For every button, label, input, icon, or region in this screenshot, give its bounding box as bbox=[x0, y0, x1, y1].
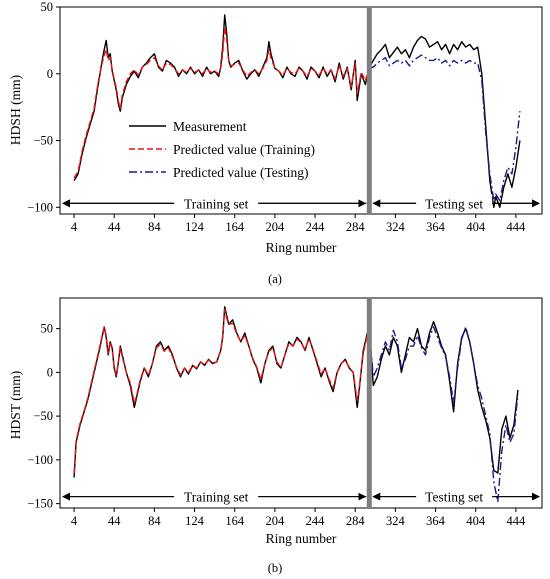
x-tick-label: 44 bbox=[108, 220, 121, 234]
legend-label-testing: Predicted value (Testing) bbox=[173, 165, 309, 180]
series-group-a bbox=[73, 14, 521, 208]
plot-frame-a bbox=[59, 6, 543, 215]
set-arrows-a: Training set Testing set bbox=[62, 194, 540, 212]
x-ticks-b: 4 44 84 124 164 204 244 284 324 364 404 444 bbox=[71, 508, 526, 528]
training-set-label: Training set bbox=[184, 490, 249, 505]
plot-frame-b bbox=[59, 297, 543, 509]
training-label-bg bbox=[174, 487, 259, 505]
x-tick-label: 404 bbox=[466, 220, 486, 234]
x-tick-label: 84 bbox=[148, 220, 161, 234]
y-axis-label-a: HDSH (mm) bbox=[8, 75, 23, 145]
legend-label-measurement: Measurement bbox=[173, 119, 247, 134]
set-arrows-b: Training set Testing set bbox=[62, 487, 540, 505]
y-tick-label: −100 bbox=[27, 453, 53, 467]
x-tick-label: 284 bbox=[346, 514, 366, 528]
y-ticks-a: −100 −50 0 50 bbox=[27, 0, 60, 214]
training-label-bg bbox=[174, 194, 259, 212]
legend: Measurement Predicted value (Training) P… bbox=[129, 119, 315, 180]
y-ticks-b: −150 −100 −50 0 50 bbox=[27, 322, 60, 511]
panel-caption-b: (b) bbox=[268, 561, 283, 575]
panel-b: Training set Testing set 4 44 84 124 164 204 24… bbox=[8, 297, 543, 575]
x-tick-label: 84 bbox=[148, 514, 161, 528]
series-line-predicted-value-training bbox=[73, 26, 370, 179]
y-tick-label: −50 bbox=[33, 134, 53, 148]
testing-set-label: Testing set bbox=[425, 196, 483, 211]
y-tick-label: 50 bbox=[41, 0, 54, 14]
x-tick-label: 164 bbox=[225, 220, 245, 234]
x-tick-label: 364 bbox=[426, 514, 446, 528]
x-tick-label: 124 bbox=[185, 514, 205, 528]
x-tick-label: 204 bbox=[266, 220, 286, 234]
training-set-label: Training set bbox=[184, 196, 249, 211]
series-line-predicted-value-testing bbox=[369, 54, 521, 202]
x-tick-label: 4 bbox=[71, 514, 78, 528]
x-tick-label: 164 bbox=[225, 514, 245, 528]
y-tick-label: −150 bbox=[27, 497, 53, 511]
x-tick-label: 124 bbox=[185, 220, 205, 234]
x-tick-label: 204 bbox=[266, 514, 286, 528]
x-tick-label: 4 bbox=[71, 220, 78, 234]
x-axis-label-a: Ring number bbox=[266, 240, 337, 255]
x-tick-label: 284 bbox=[346, 220, 366, 234]
x-axis-label-b: Ring number bbox=[266, 531, 337, 546]
series-group-b bbox=[73, 306, 519, 503]
panel-caption-a: (a) bbox=[268, 272, 282, 286]
y-tick-label: −50 bbox=[33, 409, 53, 423]
y-tick-label: 0 bbox=[47, 67, 53, 81]
x-tick-label: 404 bbox=[466, 514, 486, 528]
legend-label-training: Predicted value (Training) bbox=[173, 142, 315, 157]
testing-set-label: Testing set bbox=[425, 490, 483, 505]
x-tick-label: 244 bbox=[306, 220, 326, 234]
y-tick-label: −100 bbox=[27, 200, 53, 214]
x-tick-label: 324 bbox=[386, 514, 406, 528]
series-line-predicted-value-testing bbox=[368, 326, 519, 503]
testing-label-bg bbox=[416, 487, 493, 505]
series-line-predicted-value-training bbox=[73, 308, 370, 474]
x-tick-label: 444 bbox=[507, 220, 527, 234]
y-tick-label: 50 bbox=[41, 322, 54, 336]
y-tick-label: 0 bbox=[47, 365, 53, 379]
x-tick-label: 364 bbox=[426, 220, 446, 234]
x-tick-label: 444 bbox=[507, 514, 527, 528]
x-ticks-a: 4 44 84 124 164 204 244 284 324 364 404 444 bbox=[71, 214, 526, 234]
panel-a: Training set Testing set 4 44 84 124 164 204 24… bbox=[8, 0, 543, 286]
x-tick-label: 244 bbox=[306, 514, 326, 528]
series-line-measurement bbox=[73, 14, 521, 208]
x-tick-label: 44 bbox=[108, 514, 121, 528]
y-axis-label-b: HDST (mm) bbox=[8, 371, 23, 439]
x-tick-label: 324 bbox=[386, 220, 406, 234]
testing-label-bg bbox=[416, 194, 493, 212]
